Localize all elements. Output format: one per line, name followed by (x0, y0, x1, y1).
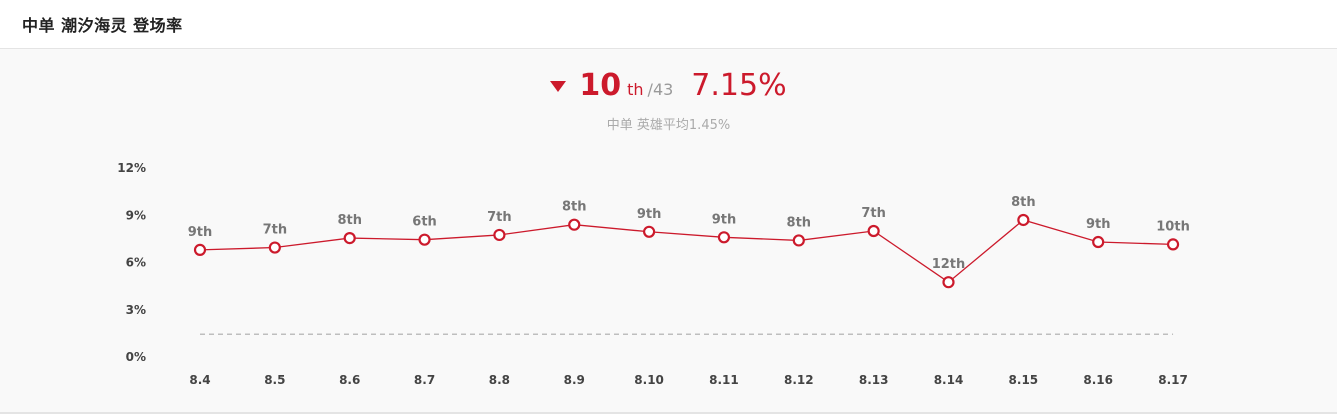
x-tick-label: 8.12 (784, 373, 814, 387)
panel-divider (0, 412, 1337, 414)
x-tick-label: 8.14 (934, 373, 964, 387)
data-point (1166, 238, 1180, 251)
data-point (792, 234, 805, 247)
data-point (193, 243, 207, 256)
data-point (493, 228, 506, 242)
data-point (942, 276, 955, 289)
y-tick-label: 0% (126, 350, 146, 364)
trend-down-icon (550, 81, 567, 92)
x-tick-label: 8.11 (709, 373, 739, 387)
point-rank-label: 12th (932, 257, 966, 272)
y-tick-label: 9% (126, 208, 146, 222)
y-tick-label: 12% (117, 161, 146, 175)
data-point (268, 241, 281, 254)
rank-total: /43 (647, 80, 674, 99)
x-tick-label: 8.8 (489, 373, 510, 387)
point-rank-label: 7th (263, 223, 288, 238)
point-rank-label: 8th (787, 215, 812, 230)
point-rank-label: 9th (188, 225, 213, 240)
point-rank-label: 9th (637, 207, 662, 222)
point-rank-label: 8th (337, 213, 362, 228)
x-tick-label: 8.5 (264, 373, 285, 387)
average-rate-text: 中单 英雄平均1.45% (606, 118, 731, 133)
y-tick-label: 6% (126, 256, 146, 270)
point-rank-label: 7th (861, 206, 886, 221)
data-point (642, 225, 656, 238)
data-point (867, 224, 880, 238)
x-tick-label: 8.7 (414, 373, 435, 387)
x-tick-label: 8.10 (634, 373, 664, 387)
data-point (568, 218, 581, 231)
panel-body (0, 49, 1337, 412)
data-point (717, 231, 731, 244)
series-line (199, 219, 1174, 284)
data-point (343, 231, 356, 245)
rank-suffix: th (627, 80, 644, 99)
x-tick-label: 8.17 (1158, 373, 1188, 387)
x-tick-label: 8.15 (1009, 373, 1039, 387)
panel-title: 中单 潮汐海灵 登场率 (22, 16, 183, 35)
rank-number: 10 (579, 68, 622, 103)
point-rank-label: 7th (487, 210, 512, 225)
data-point (418, 233, 431, 246)
rank-summary: 10 th/43 7.15% (0, 64, 1337, 108)
x-tick-label: 8.13 (859, 373, 889, 387)
point-rank-label: 6th (412, 215, 437, 230)
usage-rate-value: 7.15% (691, 68, 787, 103)
y-tick-label: 3% (126, 303, 146, 317)
x-tick-label: 8.9 (564, 373, 585, 387)
point-rank-label: 8th (562, 200, 587, 215)
x-tick-label: 8.4 (189, 373, 210, 387)
data-point (1092, 235, 1105, 249)
x-tick-label: 8.6 (339, 373, 360, 387)
point-rank-label: 9th (712, 212, 737, 227)
point-rank-label: 10th (1156, 219, 1190, 234)
point-rank-label: 8th (1011, 195, 1036, 210)
panel-header: 中单 潮汐海灵 登场率 (0, 0, 1337, 49)
data-point (1017, 213, 1030, 227)
x-tick-label: 8.16 (1083, 373, 1113, 387)
point-rank-label: 9th (1086, 217, 1111, 232)
